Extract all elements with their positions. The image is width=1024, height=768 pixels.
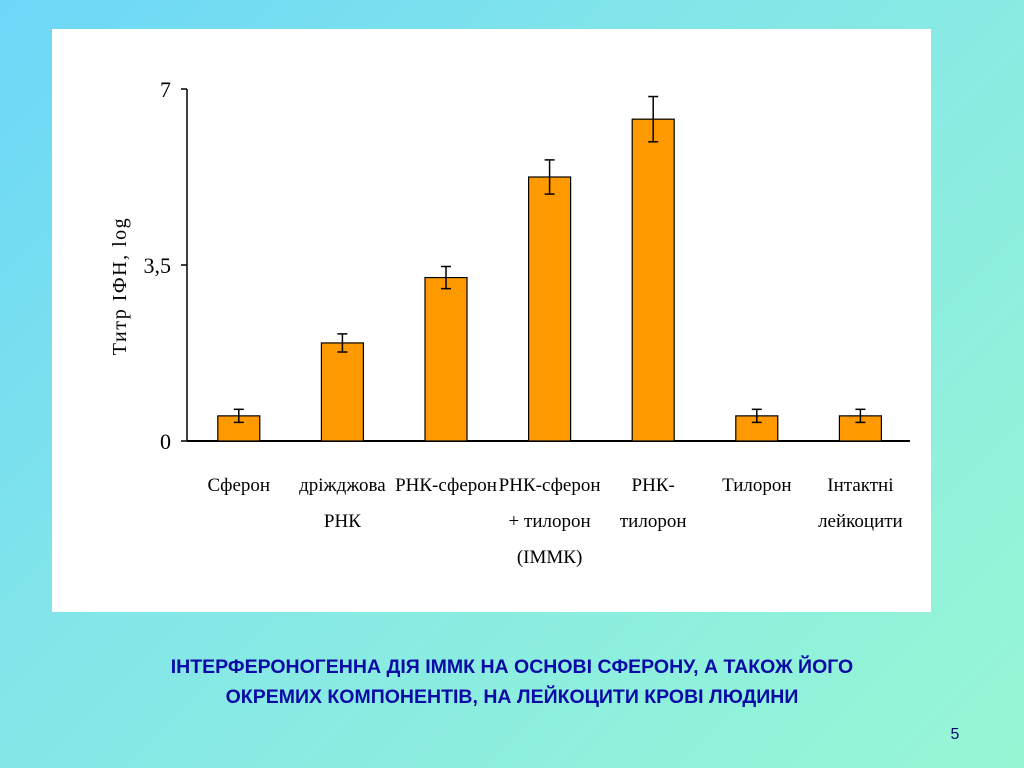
y-axis-label: Титр ІФН, log (109, 217, 131, 355)
x-category-label: РНК-сферон (395, 475, 497, 496)
x-category-label: (ІММК) (517, 547, 582, 568)
caption-line-2: ОКРЕМИХ КОМПОНЕНТІВ, НА ЛЕЙКОЦИТИ КРОВІ … (225, 686, 799, 708)
x-category-label: Сферон (208, 475, 271, 496)
slide-number: 5 (950, 726, 960, 743)
bar (424, 276, 468, 442)
x-category-label: РНК (324, 511, 361, 532)
y-tick-label: 7 (160, 77, 171, 102)
bar (528, 176, 572, 442)
chart-panel: Титр ІФН, log 0 3,5 7 Сферон дріжджова РНК РНК… (52, 29, 931, 612)
x-category-label: Тилорон (722, 475, 791, 496)
x-category-label: РНК- (632, 475, 675, 496)
x-category-label: лейкоцити (818, 511, 903, 532)
bar (631, 118, 675, 442)
x-category-label: + тилорон (509, 511, 591, 532)
x-category-label: Інтактні (827, 475, 893, 496)
slide-caption: ІНТЕРФЕРОНОГЕННА ДІЯ ІММК НА ОСНОВІ СФЕР… (0, 652, 1024, 712)
x-category-label: дріжджова (299, 475, 386, 496)
bar-chart: Титр ІФН, log 0 3,5 7 Сферон дріжджова РНК РНК… (109, 77, 910, 568)
x-category-label: тилорон (620, 511, 687, 532)
x-category-label: РНК-сферон (499, 475, 601, 496)
y-tick-label: 0 (160, 429, 171, 454)
bar (320, 342, 364, 442)
caption-line-1: ІНТЕРФЕРОНОГЕННА ДІЯ ІММК НА ОСНОВІ СФЕР… (170, 656, 854, 678)
y-tick-label: 3,5 (144, 253, 172, 278)
